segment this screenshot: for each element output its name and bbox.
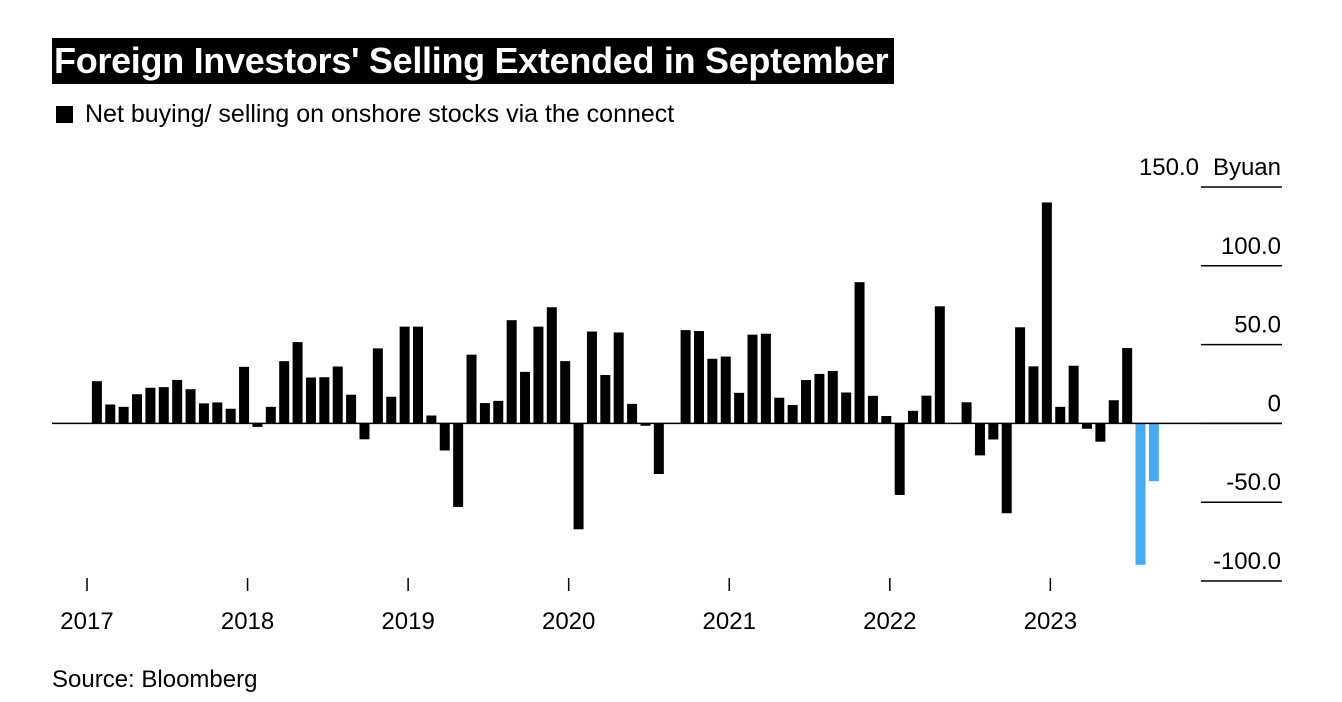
bar (453, 423, 464, 507)
bar (881, 415, 892, 424)
bar (600, 375, 611, 424)
bar (91, 381, 102, 424)
bar (707, 358, 718, 424)
bar (386, 396, 397, 424)
bar (1068, 365, 1079, 424)
bar (586, 331, 597, 424)
bar (774, 397, 785, 424)
bar (693, 331, 704, 424)
bar (801, 380, 812, 424)
bar (1055, 406, 1066, 424)
bar (653, 423, 664, 474)
bar (894, 423, 905, 495)
bar (372, 348, 383, 424)
bar (212, 402, 223, 424)
y-tick-label: 50.0 (1234, 312, 1281, 339)
bar (1148, 423, 1159, 482)
bar (118, 406, 129, 424)
bar (346, 394, 357, 424)
x-tick-label: 2018 (221, 608, 274, 635)
bar (305, 377, 316, 424)
bar (1028, 366, 1039, 424)
x-tick-label: 2022 (863, 608, 916, 635)
x-tick-label: 2017 (60, 608, 113, 635)
y-tick-label: -100.0 (1213, 548, 1281, 575)
bar (1041, 202, 1052, 424)
bar (1082, 423, 1092, 429)
bar (520, 371, 531, 424)
x-tick-label: 2021 (703, 608, 756, 635)
bar (974, 423, 985, 456)
bar (908, 410, 919, 424)
bar (506, 320, 517, 424)
bar (265, 406, 276, 424)
bar (252, 423, 263, 427)
bar (479, 403, 490, 424)
bar (613, 332, 624, 424)
bar (493, 400, 504, 424)
bar (760, 333, 771, 424)
bar (198, 403, 209, 424)
bar (239, 366, 250, 424)
x-tick-label: 2023 (1024, 608, 1077, 635)
bar (573, 423, 584, 530)
bar (1135, 423, 1146, 565)
y-tick-label: 0 (1268, 390, 1281, 417)
bar (841, 392, 852, 424)
bar (105, 404, 116, 424)
source-note: Source: Bloomberg (52, 666, 258, 693)
bar (1095, 423, 1106, 442)
bar (560, 361, 571, 424)
bar (413, 326, 423, 424)
legend-swatch (56, 105, 73, 123)
bar (185, 389, 196, 424)
y-tick-label: -50.0 (1226, 469, 1281, 496)
bar (627, 403, 638, 424)
bar (132, 394, 143, 424)
bar (533, 326, 544, 424)
bar (359, 423, 370, 440)
bar (640, 423, 651, 426)
bar (747, 334, 758, 424)
x-tick-label: 2019 (381, 608, 434, 635)
bar (734, 392, 745, 424)
bar (934, 306, 945, 424)
bar (546, 307, 557, 424)
bar (1108, 400, 1119, 424)
bar (439, 423, 450, 451)
bar (1001, 423, 1012, 514)
chart-title: Foreign Investors' Selling Extended in S… (54, 40, 889, 81)
legend: Net buying/ selling on onshore stocks vi… (56, 100, 674, 128)
bar (426, 415, 437, 424)
bar (292, 342, 303, 424)
bar (867, 395, 878, 424)
bar (145, 387, 156, 424)
bar (466, 354, 477, 424)
bar (399, 326, 410, 424)
bar (1122, 348, 1133, 424)
bar (332, 366, 343, 424)
y-tick-label: 150.0 (1139, 154, 1199, 181)
bar (988, 423, 999, 440)
bar (225, 408, 236, 424)
y-tick-label: 100.0 (1221, 233, 1281, 260)
legend-label: Net buying/ selling on onshore stocks vi… (85, 100, 675, 128)
bar (279, 361, 290, 424)
bar (319, 377, 330, 424)
bar (787, 404, 798, 424)
y-unit-label: Byuan (1213, 154, 1281, 181)
bar (172, 379, 183, 424)
bar (854, 282, 865, 424)
bar (921, 395, 932, 424)
bar (961, 402, 972, 424)
bar (1015, 327, 1026, 424)
bar (814, 373, 825, 424)
bar (720, 356, 731, 424)
bar (827, 370, 838, 424)
x-tick-label: 2020 (542, 608, 595, 635)
bar (680, 330, 691, 424)
bar (158, 387, 169, 424)
chart-title-box: Foreign Investors' Selling Extended in S… (52, 38, 895, 84)
